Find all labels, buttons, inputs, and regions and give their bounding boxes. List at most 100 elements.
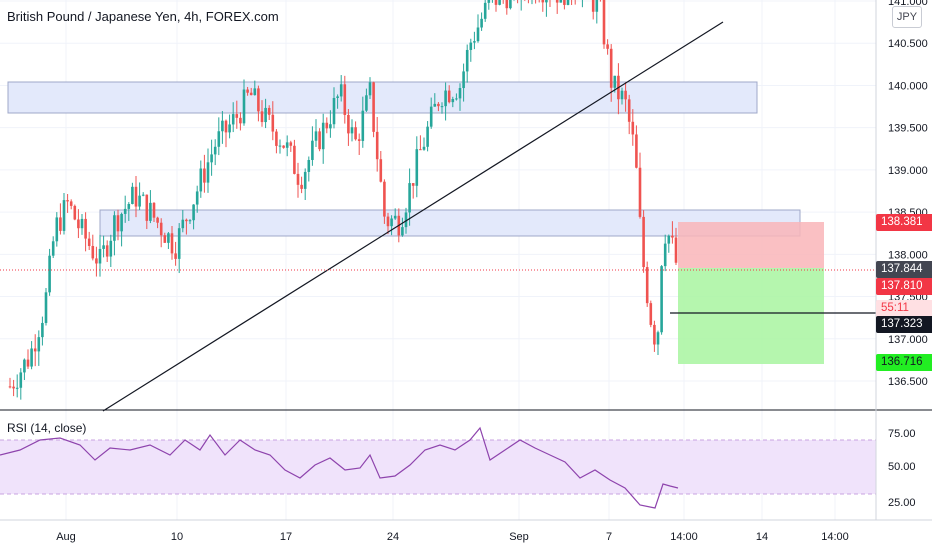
- candle-body: [249, 92, 253, 96]
- price-tick: 139.000: [888, 165, 928, 177]
- candle-body: [674, 237, 678, 263]
- candle-body: [307, 159, 311, 172]
- take-profit-zone[interactable]: [678, 268, 824, 364]
- candle-body: [433, 103, 437, 107]
- candle-body: [541, 0, 545, 3]
- candle-body: [451, 99, 455, 103]
- candle-body: [37, 337, 41, 352]
- candle-body: [591, 0, 595, 12]
- candle-body: [653, 324, 656, 345]
- candle-body: [213, 146, 217, 155]
- candle-body: [235, 114, 239, 118]
- candle-body: [177, 228, 181, 259]
- candle-body: [174, 253, 177, 259]
- candle-body: [473, 41, 476, 43]
- rsi-tick: 50.00: [888, 461, 916, 473]
- candle-body: [159, 222, 163, 236]
- candle-body: [339, 84, 343, 97]
- candle-body: [285, 142, 289, 148]
- candle-body: [620, 90, 624, 100]
- time-tick: 7: [606, 531, 612, 543]
- rsi-title[interactable]: RSI (14, close): [7, 421, 87, 435]
- candle-body: [314, 131, 318, 141]
- candle-body: [325, 122, 329, 129]
- candle-body: [455, 98, 458, 100]
- candle-body: [170, 233, 174, 254]
- candle-body: [480, 18, 483, 28]
- rsi-tick: 25.00: [888, 497, 916, 509]
- time-tick: 24: [387, 531, 399, 543]
- candle-body: [26, 359, 30, 367]
- candle-body: [271, 114, 275, 132]
- price-tick: 140.500: [888, 38, 928, 50]
- candle-body: [444, 90, 447, 107]
- candle-body: [555, 0, 559, 3]
- candle-body: [257, 88, 260, 112]
- candle-body: [336, 96, 339, 98]
- price-label-2: 137.844: [876, 261, 932, 278]
- candle-body: [105, 245, 109, 257]
- candle-body: [386, 216, 390, 227]
- candle-body: [379, 159, 383, 182]
- candle-body: [329, 124, 332, 129]
- symbol-title[interactable]: British Pound / Japanese Yen, 4h, FOREX.…: [7, 9, 279, 24]
- candle-body: [185, 219, 188, 222]
- candle-body: [275, 131, 278, 146]
- candle-body: [289, 142, 293, 146]
- candle-body: [602, 0, 606, 45]
- candle-body: [192, 204, 195, 221]
- candle-body: [483, 2, 487, 19]
- candle-body: [649, 303, 653, 325]
- candle-body: [465, 49, 469, 72]
- trend-line[interactable]: [102, 21, 724, 412]
- candle-body: [318, 131, 321, 150]
- rsi-band: [0, 440, 876, 494]
- candle-body: [411, 183, 415, 186]
- candle-body: [476, 27, 480, 42]
- candle-body: [393, 215, 397, 219]
- candle-body: [41, 322, 44, 338]
- candle-body: [595, 0, 599, 12]
- candle-body: [656, 332, 660, 345]
- price-tick: 140.000: [888, 80, 928, 92]
- zone-upper[interactable]: [7, 81, 758, 114]
- candle-body: [429, 106, 433, 127]
- price-label-5: 137.323: [876, 316, 932, 333]
- candle-body: [44, 292, 48, 323]
- candle-body: [30, 348, 33, 367]
- candle-body: [354, 127, 357, 140]
- candle-body: [69, 201, 73, 206]
- candle-body: [631, 121, 635, 135]
- candle-body: [141, 194, 145, 196]
- candle-body: [188, 220, 192, 222]
- currency-button[interactable]: JPY: [892, 6, 922, 28]
- candle-body: [138, 195, 141, 207]
- candle-body: [282, 145, 285, 148]
- candle-body: [73, 205, 77, 220]
- candle-body: [559, 0, 563, 3]
- candle-body: [267, 107, 271, 115]
- candle-body: [253, 88, 257, 96]
- candle-body: [663, 243, 667, 267]
- candle-body: [48, 255, 51, 293]
- candle-body: [131, 186, 134, 204]
- price-tick: 139.500: [888, 123, 928, 135]
- time-tick: Aug: [56, 531, 76, 543]
- candle-body: [98, 248, 102, 264]
- candle-body: [239, 117, 242, 124]
- candle-body: [246, 89, 249, 93]
- price-label-6: 136.716: [876, 354, 932, 371]
- candle-body: [671, 235, 674, 238]
- time-axis[interactable]: Aug 10 17 24 Sep 7 14:00 14 14:00: [56, 531, 849, 543]
- candle-body: [278, 145, 282, 147]
- price-label-3: 137.810: [876, 278, 932, 295]
- candle-body: [321, 122, 325, 150]
- candle-body: [401, 227, 404, 236]
- candle-body: [113, 215, 116, 241]
- candle-body: [91, 245, 95, 259]
- stop-loss-zone[interactable]: [678, 222, 824, 268]
- candle-body: [494, 0, 498, 5]
- rsi-axis[interactable]: 75.00 50.00 25.00: [888, 428, 916, 509]
